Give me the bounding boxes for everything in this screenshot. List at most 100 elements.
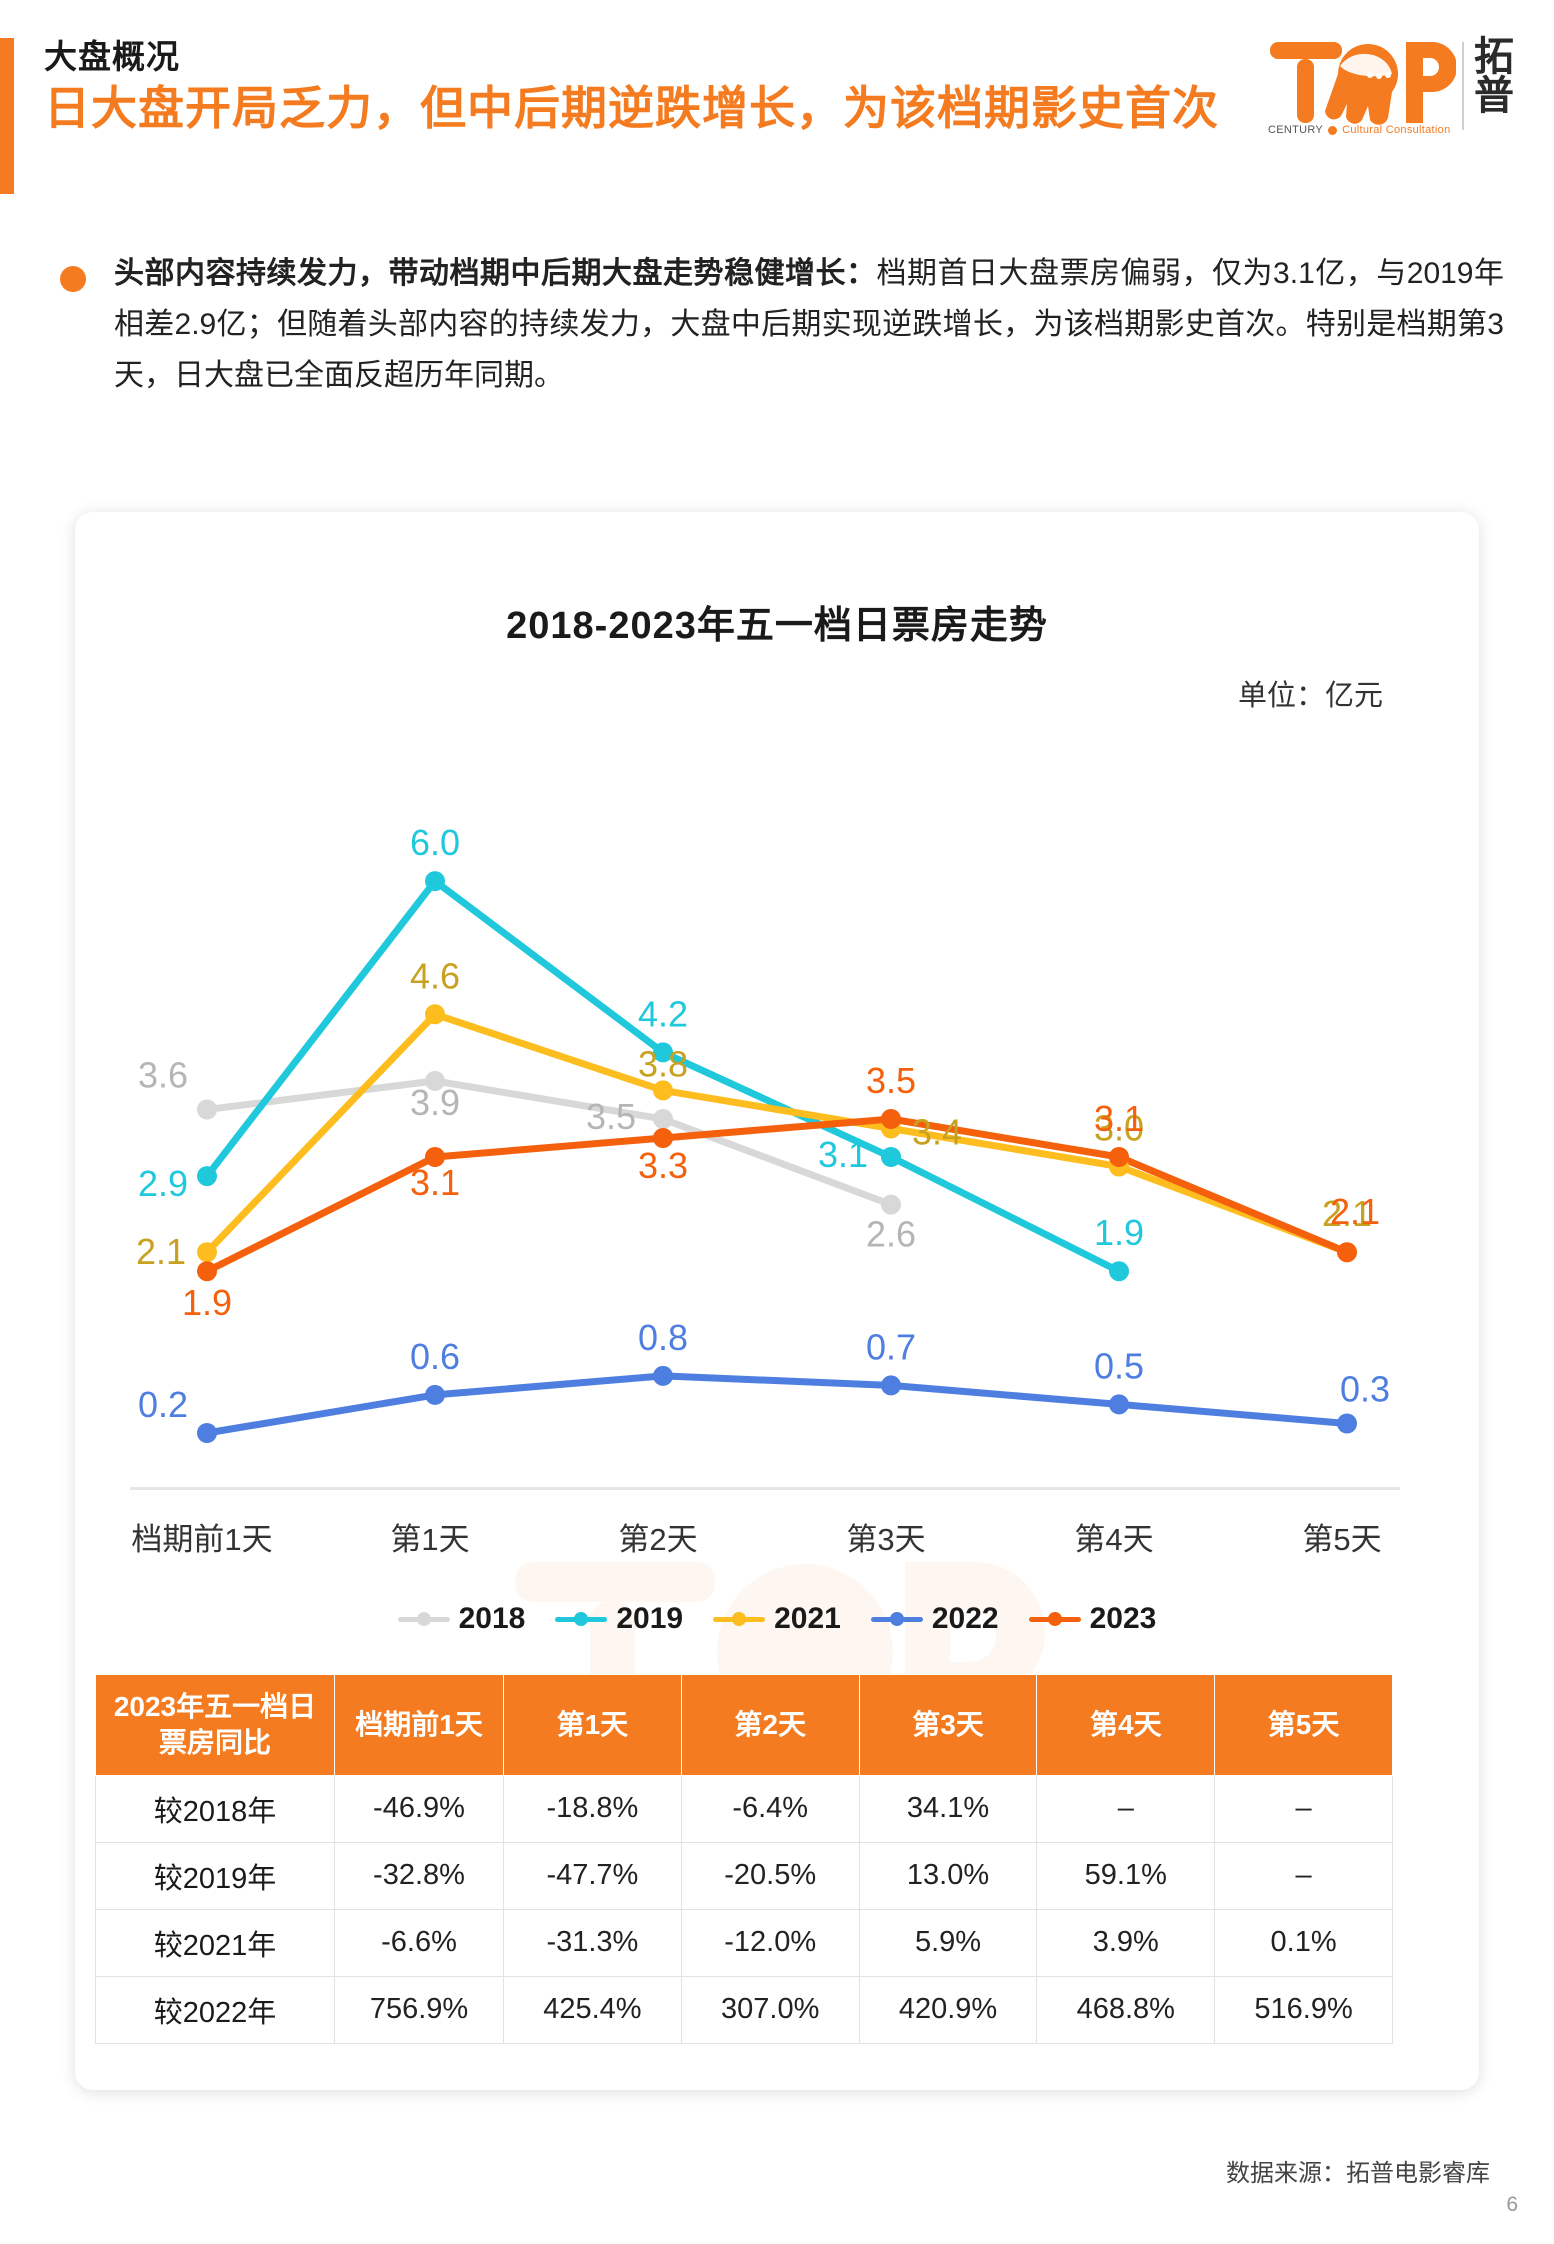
table-cell: -6.4%	[680, 1774, 860, 1843]
table-cell: 420.9%	[858, 1975, 1038, 2044]
table-row: 较2019年 -32.8% -47.7% -20.5% 13.0% 59.1% –	[95, 1841, 1393, 1910]
svg-text:1.9: 1.9	[182, 1282, 232, 1323]
legend-item-2019[interactable]: 2019	[555, 1602, 683, 1636]
data-source: 数据来源：拓普电影睿库	[1226, 2160, 1490, 2187]
table-cell: 3.9%	[1036, 1908, 1216, 1977]
table-cell: 425.4%	[503, 1975, 682, 2044]
table-body: 较2018年 -46.9% -18.8% -6.4% 34.1% – – 较2019年 -32.…	[95, 1774, 1393, 2044]
svg-text:3.4: 3.4	[912, 1112, 962, 1153]
svg-text:6.0: 6.0	[410, 822, 460, 863]
svg-text:3.1: 3.1	[410, 1162, 460, 1203]
svg-text:2.6: 2.6	[866, 1214, 916, 1255]
table-col-header-4: 第3天	[858, 1674, 1038, 1776]
table-row: 较2022年 756.9% 425.4% 307.0% 420.9% 468.8% 516.…	[95, 1975, 1393, 2044]
legend-label: 2021	[774, 1602, 841, 1635]
svg-text:3.1: 3.1	[1094, 1098, 1144, 1139]
table-cell: -31.3%	[503, 1908, 682, 1977]
bullet-rest: 档期首日大盘票房偏弱，仅为3.1亿，与2019年相差2.9亿；但随着头部内容的持…	[114, 257, 1504, 392]
legend-item-2021[interactable]: 2021	[713, 1602, 841, 1636]
legend-marker-icon	[713, 1611, 766, 1627]
page-title: 日大盘开局乏力，但中后期逆跌增长，为该档期影史首次	[44, 82, 1219, 134]
legend-label: 2018	[458, 1602, 526, 1635]
table-col-header-2: 第1天	[503, 1674, 682, 1776]
table-cell: –	[1214, 1774, 1393, 1843]
top-logo-icon	[1266, 28, 1457, 146]
svg-text:2.1: 2.1	[1322, 1193, 1372, 1234]
table-cell: -32.8%	[334, 1841, 504, 1910]
x-tick-3: 第2天	[618, 1522, 698, 1557]
legend-label: 2019	[616, 1602, 684, 1635]
svg-text:2.1: 2.1	[1330, 1191, 1380, 1232]
x-tick-6: 第5天	[1302, 1522, 1382, 1557]
svg-text:0.3: 0.3	[1340, 1369, 1390, 1410]
table-col-header-0: 2023年五一档日票房同比	[95, 1674, 335, 1776]
table-cell: 307.0%	[680, 1975, 860, 2044]
table-row: 较2021年 -6.6% -31.3% -12.0% 5.9% 3.9% 0.1%	[95, 1908, 1393, 1977]
svg-text:3.5: 3.5	[586, 1096, 636, 1137]
table-cell: -47.7%	[503, 1841, 682, 1910]
accent-bar	[0, 38, 14, 194]
chart-title: 2018-2023年五一档日票房走势	[506, 605, 1048, 647]
legend-marker-icon	[397, 1611, 450, 1627]
legend-item-2018[interactable]: 2018	[397, 1602, 526, 1636]
table-cell: -46.9%	[334, 1774, 504, 1843]
svg-text:0.7: 0.7	[866, 1326, 916, 1367]
table-col-header-6: 第5天	[1214, 1674, 1393, 1776]
svg-text:4.2: 4.2	[638, 993, 688, 1034]
table-cell: 59.1%	[1036, 1841, 1216, 1910]
svg-text:0.8: 0.8	[638, 1317, 688, 1358]
logo-tagline: CENTURY Cultural Consultation	[1268, 124, 1451, 136]
table-header-row: 2023年五一档日票房同比 档期前1天 第1天 第2天 第3天 第4天 第5天	[95, 1674, 1393, 1776]
table-cell: 516.9%	[1214, 1975, 1393, 2044]
svg-text:0.2: 0.2	[138, 1384, 188, 1425]
table-row-label: 较2021年	[95, 1908, 335, 1977]
x-tick-4: 第3天	[846, 1522, 926, 1557]
table-cell: -18.8%	[503, 1774, 682, 1843]
svg-text:0.6: 0.6	[410, 1336, 460, 1377]
legend-item-2022[interactable]: 2022	[870, 1602, 999, 1636]
svg-text:1.9: 1.9	[1094, 1212, 1144, 1253]
table-cell: –	[1214, 1841, 1393, 1910]
svg-text:3.3: 3.3	[638, 1145, 688, 1186]
chart-legend: 2018 2019 2021 2022 2023	[75, 1602, 1479, 1636]
x-tick-5: 第4天	[1074, 1522, 1154, 1557]
x-axis-line	[130, 1487, 1400, 1490]
chart-plot-area: 3.6 3.9 3.5 2.6 2.9 6.0 4.2 3.1 1.9 2.1 4.6 3.8 3.4 3…	[135, 734, 1419, 1474]
table-col-header-1: 档期前1天	[334, 1674, 504, 1776]
svg-text:3.0: 3.0	[1094, 1108, 1144, 1149]
svg-text:4.6: 4.6	[410, 955, 460, 996]
svg-text:3.5: 3.5	[866, 1060, 916, 1101]
table-cell: -20.5%	[680, 1841, 860, 1910]
legend-marker-icon	[1028, 1611, 1081, 1627]
x-tick-1: 档期前1天	[131, 1522, 273, 1557]
table-cell: 5.9%	[858, 1908, 1038, 1977]
legend-item-2023[interactable]: 2023	[1028, 1602, 1157, 1636]
table-cell: –	[1036, 1774, 1216, 1843]
comparison-table: 2023年五一档日票房同比 档期前1天 第1天 第2天 第3天 第4天 第5天 较2018年…	[95, 1674, 1393, 2044]
x-tick-2: 第1天	[390, 1522, 470, 1557]
legend-label: 2022	[931, 1602, 999, 1635]
table-cell: 0.1%	[1214, 1908, 1393, 1977]
page-number: 6	[1506, 2193, 1518, 2216]
svg-text:2.1: 2.1	[136, 1231, 186, 1272]
legend-marker-icon	[555, 1611, 608, 1627]
logo-tagline-right: Cultural Consultation	[1342, 124, 1451, 136]
logo-cn-name: 拓普	[1474, 35, 1514, 119]
table-cell: 468.8%	[1036, 1975, 1216, 2044]
svg-text:3.8: 3.8	[638, 1043, 688, 1084]
table-cell: 756.9%	[334, 1975, 504, 2044]
table-cell: -6.6%	[334, 1908, 504, 1977]
svg-text:2.9: 2.9	[138, 1163, 188, 1204]
table-cell: 34.1%	[858, 1774, 1038, 1843]
svg-text:0.5: 0.5	[1094, 1345, 1144, 1386]
chart-unit-label: 单位：亿元	[1237, 680, 1383, 712]
svg-text:3.6: 3.6	[138, 1055, 188, 1096]
brand-logo: CENTURY Cultural Consultation 拓普	[1266, 28, 1524, 146]
logo-tagline-left: CENTURY	[1268, 124, 1324, 136]
chart-card: 2018-2023年五一档日票房走势 单位：亿元 CENTURY Cultura…	[75, 512, 1479, 2090]
table-cell: -12.0%	[680, 1908, 860, 1977]
legend-label: 2023	[1089, 1602, 1157, 1635]
table-row-label: 较2019年	[95, 1841, 335, 1910]
bullet-lead: 头部内容持续发力，带动档期中后期大盘走势稳健增长：	[114, 257, 877, 290]
logo-divider	[1462, 42, 1464, 130]
